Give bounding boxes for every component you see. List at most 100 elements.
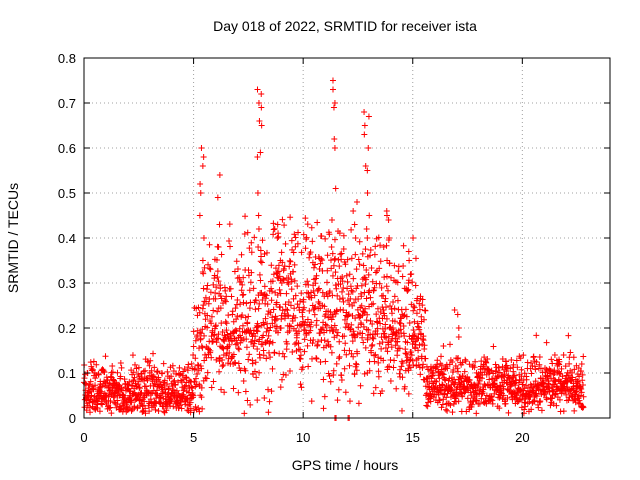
data-point bbox=[135, 364, 142, 371]
data-point bbox=[304, 342, 311, 349]
data-point bbox=[510, 373, 517, 380]
data-point bbox=[252, 306, 259, 313]
data-point bbox=[138, 389, 145, 396]
data-point bbox=[422, 355, 429, 362]
data-point bbox=[244, 319, 251, 326]
data-point bbox=[250, 343, 257, 350]
data-point bbox=[314, 338, 321, 345]
data-point bbox=[380, 357, 387, 364]
data-point bbox=[213, 356, 220, 363]
data-point bbox=[387, 274, 394, 281]
data-point bbox=[479, 390, 486, 397]
data-point bbox=[339, 295, 346, 302]
data-point bbox=[449, 409, 456, 416]
data-point bbox=[234, 297, 241, 304]
data-point bbox=[215, 331, 222, 338]
data-point bbox=[199, 326, 206, 333]
data-point bbox=[222, 318, 229, 325]
data-point bbox=[226, 341, 233, 348]
data-point bbox=[313, 272, 320, 279]
data-point bbox=[332, 269, 339, 276]
data-point bbox=[114, 369, 121, 376]
data-point bbox=[169, 362, 176, 369]
data-point bbox=[389, 331, 396, 338]
data-point bbox=[263, 292, 270, 299]
data-point bbox=[537, 398, 544, 405]
data-point bbox=[178, 405, 185, 412]
data-point bbox=[400, 322, 407, 329]
data-point bbox=[387, 357, 394, 364]
data-point bbox=[392, 342, 399, 349]
data-point bbox=[240, 377, 247, 384]
data-point bbox=[502, 400, 509, 407]
data-point bbox=[495, 364, 502, 371]
data-point bbox=[232, 359, 239, 366]
data-point bbox=[533, 332, 540, 339]
data-point bbox=[444, 365, 451, 372]
data-point bbox=[366, 367, 373, 374]
data-point bbox=[439, 381, 446, 388]
data-point bbox=[251, 340, 258, 347]
data-point bbox=[246, 287, 253, 294]
data-point bbox=[302, 327, 309, 334]
data-point bbox=[292, 292, 299, 299]
data-point bbox=[317, 359, 324, 366]
data-point bbox=[152, 406, 159, 413]
data-point bbox=[204, 282, 211, 289]
data-point bbox=[218, 251, 225, 258]
data-point bbox=[218, 295, 225, 302]
data-point bbox=[404, 287, 411, 294]
data-point bbox=[263, 328, 270, 335]
data-point bbox=[368, 349, 375, 356]
data-point bbox=[198, 384, 205, 391]
data-point bbox=[455, 325, 462, 331]
data-point bbox=[350, 208, 357, 214]
data-point bbox=[154, 368, 161, 375]
data-point bbox=[429, 373, 436, 380]
data-point bbox=[362, 344, 369, 351]
data-point bbox=[190, 328, 197, 335]
data-point bbox=[454, 368, 461, 375]
data-point bbox=[90, 358, 97, 365]
data-point bbox=[556, 396, 563, 403]
data-point bbox=[182, 398, 189, 405]
data-point bbox=[323, 342, 330, 349]
data-point bbox=[258, 104, 265, 111]
data-point bbox=[195, 304, 202, 311]
data-point bbox=[142, 367, 149, 374]
data-point bbox=[344, 256, 351, 263]
data-point bbox=[248, 269, 255, 276]
data-point bbox=[344, 278, 351, 285]
data-point bbox=[214, 274, 221, 281]
data-point bbox=[364, 190, 371, 196]
data-point bbox=[230, 385, 237, 392]
data-point bbox=[242, 388, 249, 395]
data-point bbox=[248, 239, 255, 246]
data-point bbox=[411, 304, 418, 311]
data-point bbox=[257, 149, 264, 156]
data-point bbox=[254, 154, 261, 160]
data-point bbox=[182, 382, 189, 389]
data-point bbox=[262, 339, 269, 346]
data-point bbox=[383, 242, 390, 249]
data-point bbox=[305, 293, 312, 300]
data-point bbox=[461, 368, 468, 375]
data-point bbox=[291, 261, 298, 268]
data-point bbox=[219, 363, 226, 370]
data-point bbox=[366, 252, 373, 259]
data-point bbox=[335, 386, 342, 393]
data-point bbox=[492, 361, 499, 368]
data-point bbox=[508, 356, 515, 363]
data-point bbox=[295, 229, 302, 236]
data-point bbox=[298, 322, 305, 329]
data-point bbox=[523, 376, 530, 383]
data-point bbox=[362, 163, 369, 169]
data-point bbox=[261, 291, 268, 298]
x-tick-label: 20 bbox=[515, 430, 529, 445]
data-point bbox=[187, 405, 194, 412]
data-point bbox=[96, 408, 103, 415]
data-point bbox=[383, 334, 390, 341]
data-point bbox=[371, 284, 378, 291]
data-point bbox=[466, 376, 473, 383]
data-point bbox=[400, 242, 407, 249]
